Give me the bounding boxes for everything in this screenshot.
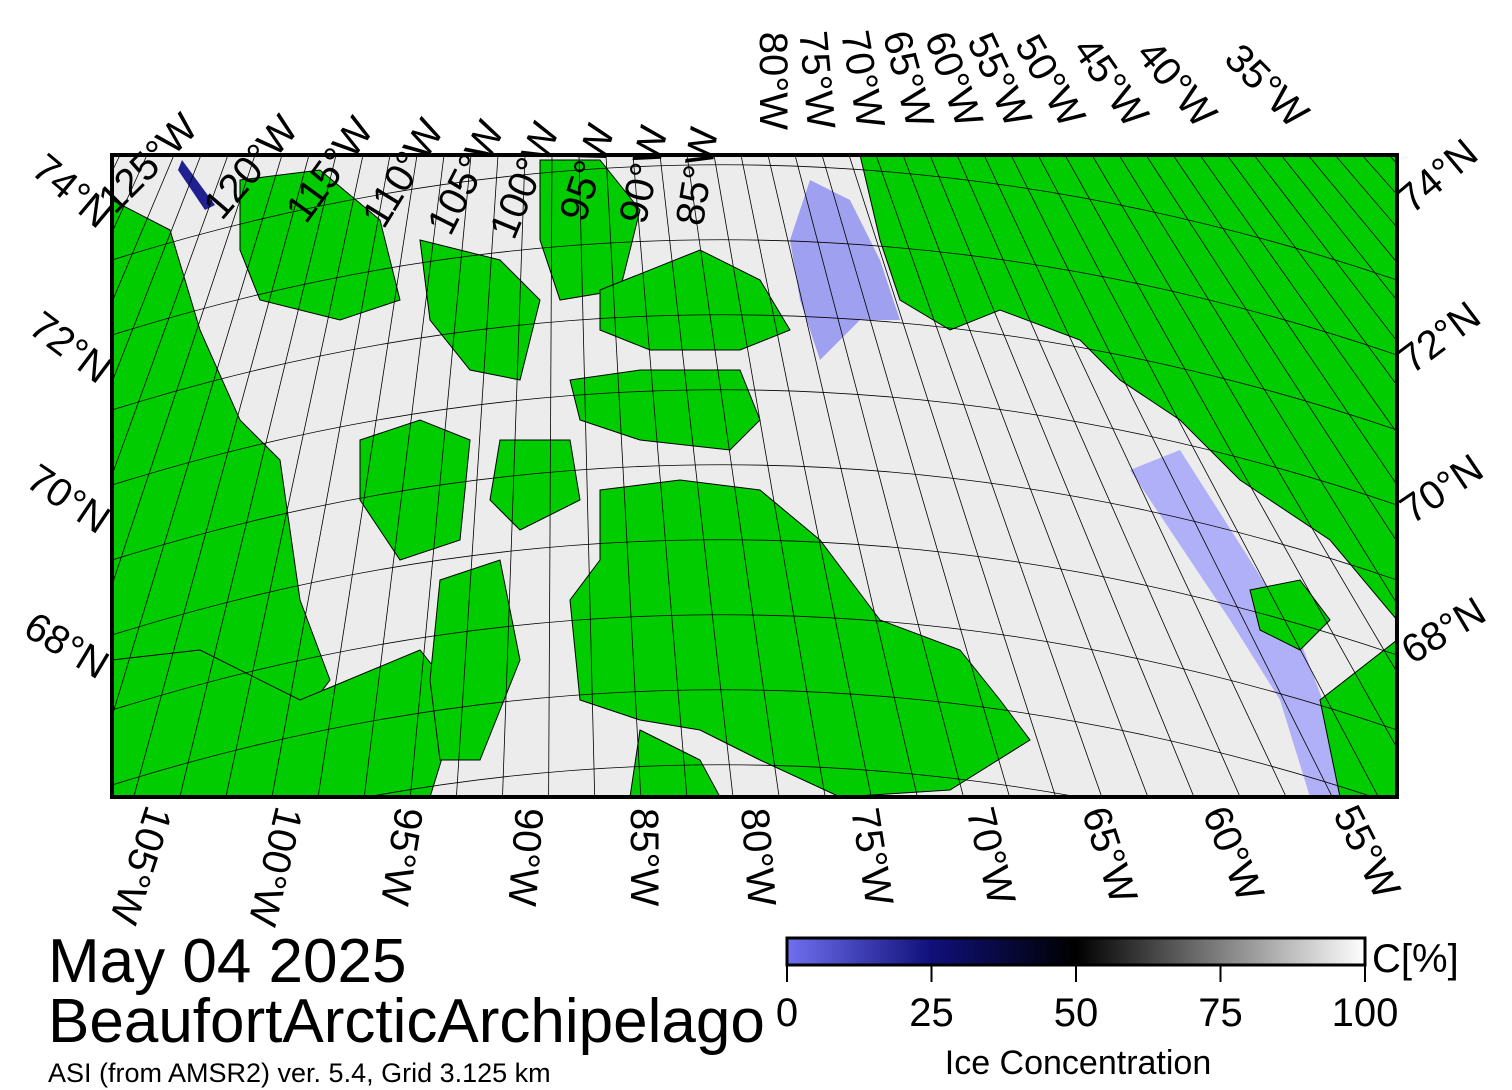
bottom-longitude-label: 60°W xyxy=(1194,800,1272,908)
parallel xyxy=(112,614,1397,731)
meridian xyxy=(983,155,1287,797)
meridian xyxy=(956,155,1241,797)
right-latitude-label: 68°N xyxy=(1394,589,1493,673)
meridian xyxy=(112,155,283,718)
left-latitude-label: 68°N xyxy=(17,604,116,688)
meridian xyxy=(225,155,364,797)
bottom-longitude-label: 105°W xyxy=(101,801,180,929)
colorbar-tick-label: 0 xyxy=(776,991,798,1035)
colorbar-title: Ice Concentration xyxy=(945,1044,1212,1082)
top-longitude-label: 80°W xyxy=(751,32,795,130)
baffin-island xyxy=(569,479,1031,797)
colorbar-ticks: 0 25 50 75 100 xyxy=(776,965,1399,1035)
meridian xyxy=(112,155,175,304)
bottom-longitude-label: 75°W xyxy=(842,805,901,909)
colorbar-tick-label: 50 xyxy=(1054,991,1099,1035)
meridian xyxy=(1145,155,1397,543)
meridian xyxy=(363,155,445,797)
left-latitude-label: 72°N xyxy=(21,303,119,392)
left-latitude-label: 70°N xyxy=(19,456,118,542)
meridian xyxy=(1118,155,1397,605)
meridian xyxy=(578,155,596,797)
colorbar-unit: C[%] xyxy=(1372,937,1459,981)
meridian xyxy=(1226,155,1397,386)
meridian xyxy=(133,155,310,797)
parallel xyxy=(112,389,1397,506)
colorbar-tick-label: 25 xyxy=(909,991,954,1035)
meridian xyxy=(179,155,337,797)
bottom-longitude-label: 80°W xyxy=(732,806,784,908)
meridian xyxy=(713,155,826,797)
meridian xyxy=(794,155,964,797)
bottom-longitude-label: 65°W xyxy=(1073,802,1145,909)
parallel xyxy=(112,539,1397,656)
open-water xyxy=(178,160,215,210)
meridian xyxy=(1199,155,1397,434)
meridian xyxy=(605,155,642,797)
parallel xyxy=(112,239,1397,356)
meridian xyxy=(929,155,1195,797)
land xyxy=(629,729,721,797)
graticule xyxy=(112,155,1397,797)
top-longitude-label: 75°W xyxy=(790,29,842,131)
bottom-longitude-label: 90°W xyxy=(499,806,551,908)
right-latitude-label: 74°N xyxy=(1390,131,1487,222)
meridian xyxy=(456,155,499,797)
map-frame xyxy=(110,153,1399,799)
meridian xyxy=(112,155,256,587)
left-latitude-label: 74°N xyxy=(24,146,121,237)
parallel xyxy=(364,764,1081,797)
meridian xyxy=(1253,155,1397,342)
bottom-longitude-label: 55°W xyxy=(1325,798,1409,906)
land xyxy=(1249,579,1331,651)
meridian xyxy=(740,155,872,797)
bottom-longitude-label: 100°W xyxy=(239,803,310,931)
right-latitude-label: 72°N xyxy=(1391,293,1489,382)
source: ASI (from AMSR2) ver. 5.4, Grid 3.125 km xyxy=(48,1058,551,1088)
date: May 04 2025 xyxy=(48,927,406,996)
top-longitude-label: 40°W xyxy=(1128,32,1225,136)
meridian xyxy=(112,155,202,384)
meridian xyxy=(821,155,1010,797)
region: BeaufortArcticArchipelago xyxy=(48,987,765,1056)
meridian xyxy=(1091,155,1397,673)
meridian xyxy=(1037,155,1379,797)
top-longitude-label: 35°W xyxy=(1216,36,1317,137)
colorbar xyxy=(785,936,1367,967)
bottom-longitude-label: 95°W xyxy=(372,804,431,908)
parallel xyxy=(112,689,1375,797)
land xyxy=(1319,639,1397,797)
meridian xyxy=(1280,155,1397,302)
meridian xyxy=(875,155,1103,797)
open-water xyxy=(790,180,900,360)
bottom-longitude-label: 85°W xyxy=(622,808,666,906)
right-latitude-label: 70°N xyxy=(1392,446,1491,532)
parallel xyxy=(112,164,1397,281)
meridian xyxy=(1172,155,1397,486)
parallel xyxy=(112,314,1397,431)
meridian xyxy=(409,155,472,797)
bottom-longitude-label: 70°W xyxy=(958,803,1024,909)
parallel xyxy=(112,464,1397,581)
meridian xyxy=(548,155,553,797)
meridian xyxy=(271,155,391,797)
map-area xyxy=(112,155,1397,797)
meridian xyxy=(1064,155,1397,749)
colorbar-tick-label: 75 xyxy=(1198,991,1243,1035)
land xyxy=(419,239,541,381)
meridian xyxy=(1010,155,1333,797)
land xyxy=(429,559,521,761)
meridian xyxy=(902,155,1149,797)
meridian xyxy=(112,155,229,477)
meridian xyxy=(848,155,1057,797)
greenland xyxy=(859,155,1397,621)
meridian xyxy=(767,155,918,797)
colorbar-tick-label: 100 xyxy=(1332,991,1399,1035)
meridian xyxy=(317,155,418,797)
